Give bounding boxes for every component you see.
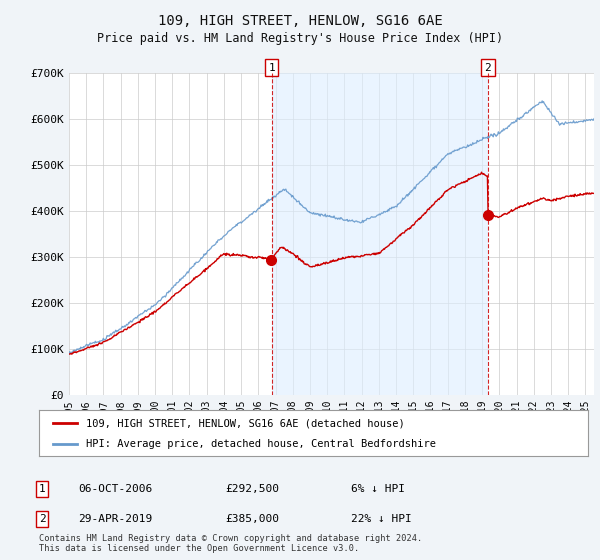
Bar <box>272 73 488 395</box>
Text: £292,500: £292,500 <box>225 484 279 494</box>
Text: Contains HM Land Registry data © Crown copyright and database right 2024.
This d: Contains HM Land Registry data © Crown c… <box>39 534 422 553</box>
Text: 1: 1 <box>268 63 275 73</box>
Text: HPI: Average price, detached house, Central Bedfordshire: HPI: Average price, detached house, Cent… <box>86 440 436 450</box>
Text: 06-OCT-2006: 06-OCT-2006 <box>78 484 152 494</box>
Text: 109, HIGH STREET, HENLOW, SG16 6AE: 109, HIGH STREET, HENLOW, SG16 6AE <box>158 14 442 28</box>
Text: 109, HIGH STREET, HENLOW, SG16 6AE (detached house): 109, HIGH STREET, HENLOW, SG16 6AE (deta… <box>86 418 404 428</box>
Text: £385,000: £385,000 <box>225 514 279 524</box>
Text: Price paid vs. HM Land Registry's House Price Index (HPI): Price paid vs. HM Land Registry's House … <box>97 32 503 45</box>
Text: 1: 1 <box>38 484 46 494</box>
Text: 22% ↓ HPI: 22% ↓ HPI <box>351 514 412 524</box>
Text: 6% ↓ HPI: 6% ↓ HPI <box>351 484 405 494</box>
Text: 2: 2 <box>38 514 46 524</box>
Text: 2: 2 <box>484 63 491 73</box>
Text: 29-APR-2019: 29-APR-2019 <box>78 514 152 524</box>
